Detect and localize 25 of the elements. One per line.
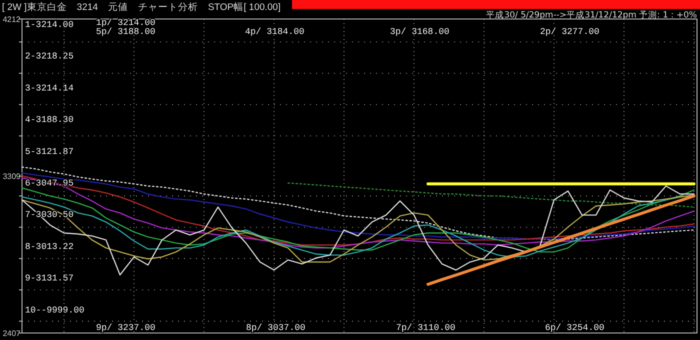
chart-subtitle: 平成30/ 5/29pm-->平成31/12/12pm 予測: 1 : +0% [486, 10, 697, 20]
y-tick-label: 2407 [2, 329, 22, 338]
y-tick-label: 4212 [2, 15, 22, 24]
annotation: 5-3121.87 [25, 146, 74, 157]
line-series [287, 182, 695, 208]
y-tick-label: 3309 [2, 172, 22, 182]
annotation: 2-3218.25 [25, 52, 74, 62]
annotation: 6p/ 3254.00 [545, 323, 604, 333]
annotation: 2p/ 3277.00 [540, 27, 600, 37]
annotation: 3p/ 3168.00 [390, 27, 450, 37]
annotation: 4p/ 3184.00 [245, 27, 304, 37]
line-series [21, 187, 695, 253]
annotation: 7p/ 3110.00 [396, 323, 456, 333]
line-series [426, 194, 696, 286]
annotation: 9p/ 3237.00 [96, 323, 156, 333]
annotation: 5p/ 3188.00 [96, 27, 156, 37]
annotation: 8-3013.22 [25, 242, 74, 252]
annotation: 10--9999.00 [25, 305, 84, 316]
annotation: 4-3188.30 [25, 115, 74, 126]
annotation: 1-3214.00 [25, 20, 74, 30]
annotation: 9-3131.57 [25, 274, 74, 284]
chart-title: [ 2W ]東京白金 3214 元値 チャート分析 STOP幅[ 100.00] [2, 1, 281, 13]
annotation: 3-3214.14 [25, 83, 74, 94]
annotation: 1p/ 3214.00 [96, 18, 156, 28]
annotation: 8p/ 3037.00 [246, 323, 306, 333]
